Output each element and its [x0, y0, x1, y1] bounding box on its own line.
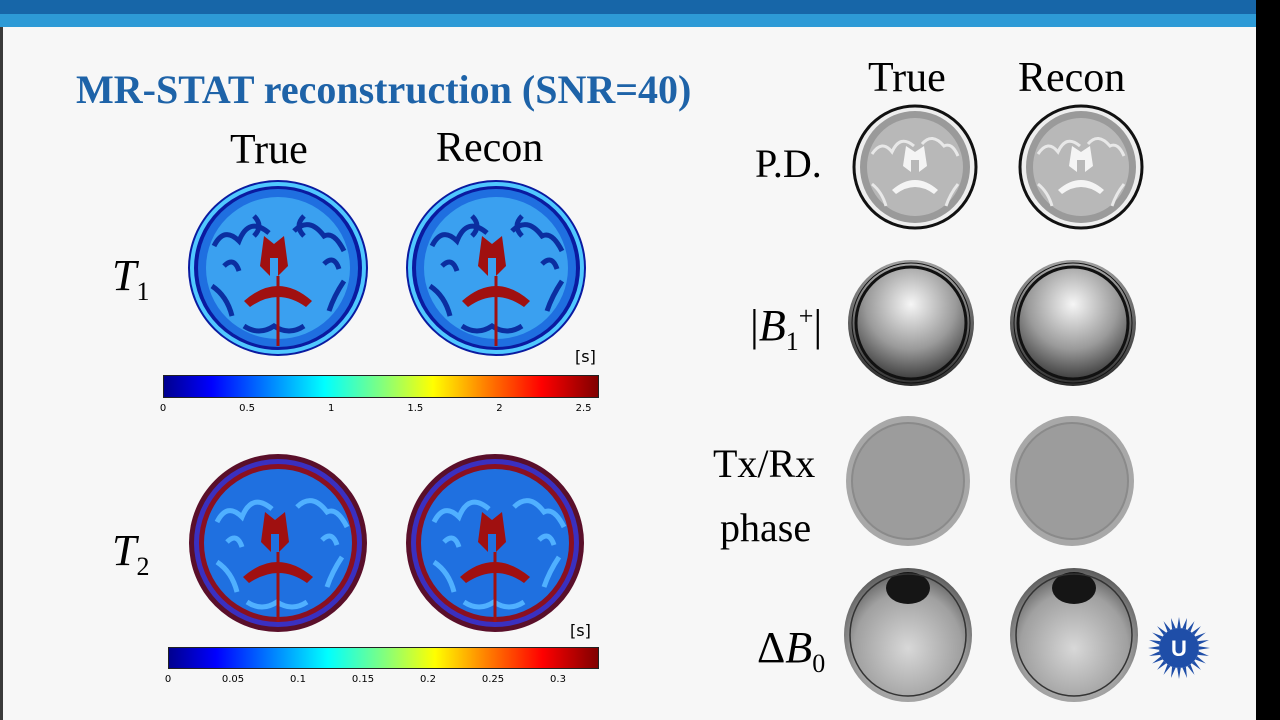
t2-tick-label: 0 — [164, 674, 172, 685]
t2-tick-label: 0.1 — [290, 674, 306, 685]
t2-tick-label: 0.15 — [351, 674, 375, 685]
left-col-recon-label: Recon — [436, 125, 544, 171]
header-bar — [0, 0, 1256, 14]
t1-unit: [s] — [575, 347, 596, 366]
t1-true-map — [188, 180, 368, 356]
svg-text:U: U — [1171, 636, 1187, 661]
b1-recon-map — [1010, 260, 1136, 386]
db0-label: ΔB0 — [757, 623, 826, 678]
pd-true-map — [852, 104, 978, 230]
db0-true-map — [844, 568, 972, 702]
university-logo: U — [1148, 617, 1210, 679]
t1-tick-label: 2 — [496, 403, 503, 414]
t2-label: T2 — [112, 526, 150, 581]
pd-label: P.D. — [755, 141, 822, 186]
t2-true-map — [189, 454, 367, 632]
t1-label: T1 — [112, 251, 150, 306]
t2-recon-map — [406, 454, 584, 632]
t2-tick-label: 0.2 — [420, 674, 436, 685]
t1-tick-label: 0.5 — [239, 403, 256, 414]
t1-tick-label: 2.5 — [575, 403, 592, 414]
t2-tick-label: 0.3 — [550, 674, 566, 685]
phase-label-line2: phase — [720, 505, 812, 550]
t1-tick-label: 1.5 — [407, 403, 424, 414]
b1-label: |B1+| — [750, 301, 823, 356]
phase-recon-map — [1010, 416, 1134, 546]
header-bar-accent — [0, 14, 1256, 27]
right-col-true-label: True — [868, 55, 946, 101]
t2-colorbar — [168, 647, 599, 669]
screen-edge-left — [0, 27, 3, 720]
slide-title: MR-STAT reconstruction (SNR=40) — [76, 67, 692, 112]
right-col-recon-label: Recon — [1018, 55, 1126, 101]
t2-tick-label: 0.05 — [221, 674, 245, 685]
phase-true-map — [846, 416, 970, 546]
t2-tick-label: 0.25 — [481, 674, 505, 685]
phase-label-line1: Tx/Rx — [713, 441, 816, 486]
b1-true-map — [848, 260, 974, 386]
t1-recon-map — [406, 180, 586, 356]
pd-recon-map — [1018, 104, 1144, 230]
db0-recon-map — [1010, 568, 1138, 702]
t1-tick-label: 1 — [328, 403, 335, 414]
t1-colorbar — [163, 375, 599, 398]
screen-edge — [1256, 0, 1280, 720]
left-col-true-label: True — [230, 127, 308, 173]
t2-unit: [s] — [570, 621, 591, 640]
t1-tick-label: 0 — [159, 403, 167, 414]
